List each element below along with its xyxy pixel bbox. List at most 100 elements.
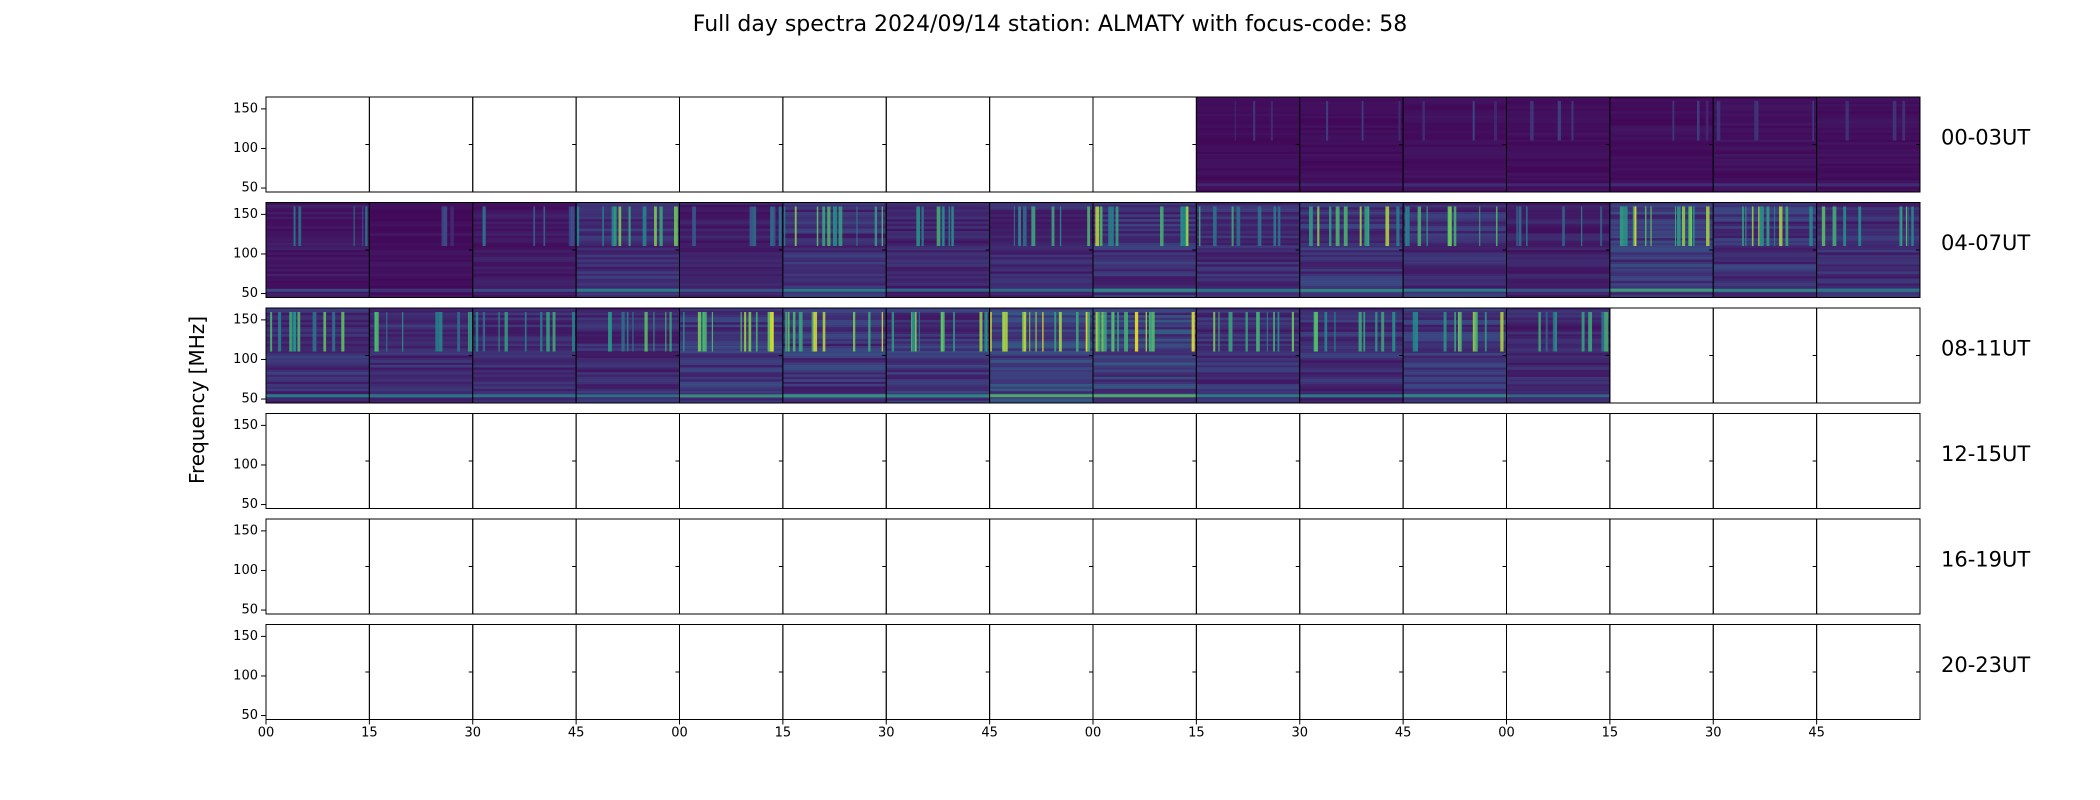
frequency-band (1196, 226, 1300, 230)
signal-strip (1108, 206, 1110, 247)
frequency-band (1609, 156, 1714, 160)
signal-strip (1759, 206, 1763, 247)
frequency-band (679, 357, 783, 361)
frequency-band (1196, 353, 1300, 356)
signal-strip (1412, 311, 1415, 352)
frequency-band (1816, 158, 1920, 162)
frequency-band (1299, 204, 1404, 208)
frequency-band (1299, 168, 1404, 172)
frequency-band (1299, 292, 1404, 296)
frequency-band (266, 276, 370, 279)
signal-strip (1754, 100, 1758, 141)
signal-strip (1809, 206, 1813, 247)
frequency-band (1713, 180, 1817, 183)
frequency-band (1093, 223, 1197, 227)
frequency-band (1093, 336, 1197, 340)
frequency-band (266, 336, 370, 340)
frequency-band (1713, 97, 1817, 100)
frequency-band (576, 240, 680, 244)
signal-strip (748, 311, 752, 352)
spectrum-panel (1403, 202, 1507, 298)
low-band-line (1713, 288, 1817, 292)
frequency-band (266, 360, 370, 364)
frequency-band (1506, 259, 1610, 263)
y-tick-label: 150 (233, 207, 258, 222)
frequency-band (1299, 104, 1404, 107)
frequency-band (1093, 360, 1197, 364)
frequency-band (1196, 379, 1300, 383)
frequency-band (1609, 123, 1714, 126)
frequency-band (886, 271, 990, 275)
frequency-band (1093, 315, 1197, 318)
y-tick-label: 50 (241, 603, 258, 618)
frequency-band (1816, 146, 1920, 150)
frequency-band (1093, 257, 1197, 260)
frequency-band (1609, 142, 1714, 145)
low-band-line (1506, 394, 1610, 398)
frequency-band (1299, 125, 1404, 129)
frequency-band (1506, 362, 1610, 366)
signal-strip (1022, 311, 1026, 352)
frequency-band (1093, 357, 1197, 361)
frequency-band (989, 269, 1093, 272)
signal-strip (1059, 206, 1062, 247)
frequency-band (1609, 216, 1714, 220)
frequency-band (782, 381, 887, 385)
signal-strip (1623, 206, 1628, 247)
frequency-band (472, 214, 577, 218)
frequency-band (472, 238, 577, 241)
frequency-band (1609, 111, 1714, 115)
signal-strip (1821, 206, 1826, 247)
frequency-band (266, 233, 370, 237)
frequency-band (886, 400, 990, 404)
frequency-band (1299, 343, 1404, 347)
frequency-band (1713, 283, 1817, 287)
frequency-band (1299, 346, 1404, 349)
frequency-band (989, 221, 1093, 225)
frequency-band (1816, 228, 1920, 232)
signal-strip (1557, 100, 1561, 141)
frequency-band (1196, 322, 1300, 326)
frequency-band (679, 388, 783, 392)
frequency-band (472, 334, 577, 337)
frequency-band (1506, 348, 1610, 352)
frequency-band (1196, 137, 1300, 141)
frequency-band (1403, 384, 1507, 387)
frequency-band (886, 202, 990, 206)
frequency-band (1299, 388, 1404, 392)
frequency-band (1093, 319, 1197, 323)
frequency-band (782, 292, 887, 296)
frequency-band (266, 331, 370, 335)
frequency-band (782, 331, 887, 335)
signal-strip (1148, 311, 1151, 352)
frequency-band (472, 357, 577, 361)
signal-strip (1398, 100, 1401, 141)
frequency-band (1403, 175, 1507, 179)
frequency-band (1713, 216, 1817, 220)
frequency-band (1816, 278, 1920, 282)
signal-strip (323, 311, 327, 352)
frequency-band (886, 310, 990, 314)
frequency-band (266, 235, 370, 239)
signal-strip (332, 311, 336, 352)
frequency-band (1609, 252, 1714, 256)
frequency-band (886, 312, 990, 316)
signal-strip (1099, 206, 1103, 247)
frequency-band (679, 379, 783, 383)
frequency-band (472, 365, 577, 368)
frequency-band (576, 238, 680, 241)
frequency-band (266, 322, 370, 326)
frequency-band (989, 346, 1093, 349)
frequency-band (1506, 292, 1610, 296)
frequency-band (1713, 257, 1817, 260)
frequency-band (472, 386, 577, 390)
signal-strip (942, 206, 945, 247)
signal-strip (1858, 206, 1862, 247)
frequency-band (989, 242, 1093, 246)
low-band-line (1506, 183, 1610, 187)
frequency-band (989, 219, 1093, 222)
frequency-band (1196, 238, 1300, 241)
frequency-band (1299, 116, 1404, 119)
frequency-band (886, 355, 990, 359)
x-tick-label: 15 (775, 726, 792, 741)
